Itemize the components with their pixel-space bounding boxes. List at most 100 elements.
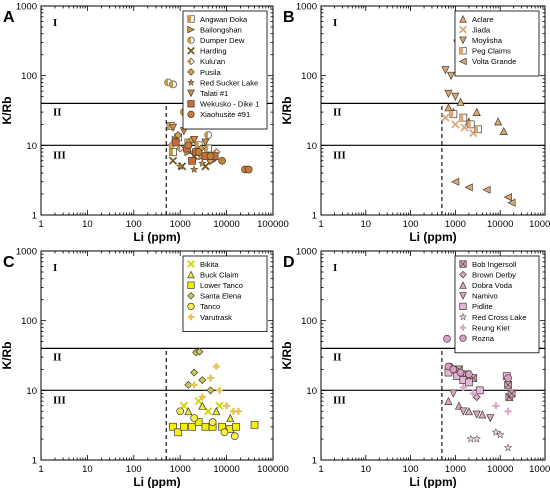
data-point — [450, 111, 454, 118]
region-label: III — [53, 394, 66, 406]
legend-label: Wekusko - Dike 1 — [200, 100, 259, 109]
data-point — [221, 429, 228, 436]
legend-label: Red Sucker Lake — [200, 78, 258, 87]
x-tick-label: 1000 — [445, 219, 466, 230]
panel-letter: A — [3, 9, 15, 26]
y-tick-label: 1 — [32, 456, 37, 467]
x-axis-title: Li (ppm) — [409, 475, 456, 488]
x-tick-label: 100000 — [529, 219, 550, 230]
data-point — [444, 335, 451, 342]
x-axis-title: Li (ppm) — [409, 230, 456, 244]
y-tick-label: 10 — [306, 141, 317, 152]
panel-letter: D — [283, 254, 295, 271]
panel-letter: B — [283, 9, 295, 26]
y-axis-title: K/Rb — [0, 342, 14, 370]
region-label: III — [333, 394, 346, 406]
region-label: III — [53, 149, 66, 161]
legend-marker — [188, 282, 195, 289]
region-label: II — [53, 106, 62, 118]
x-tick-label: 1 — [38, 219, 43, 230]
data-point — [465, 379, 472, 386]
data-point — [450, 366, 457, 373]
panel-letter: C — [3, 254, 15, 271]
y-tick-label: 1 — [312, 211, 317, 222]
y-tick-label: 10 — [306, 386, 317, 397]
x-tick-label: 100000 — [257, 464, 289, 475]
data-point — [185, 142, 192, 149]
data-point — [207, 153, 214, 160]
legend-marker — [188, 16, 191, 23]
y-tick-label: 10 — [26, 141, 37, 152]
y-axis-title: K/Rb — [280, 97, 294, 125]
data-point — [231, 433, 238, 440]
legend-label: Harding — [200, 47, 227, 56]
legend-marker — [188, 101, 195, 108]
y-tick-label: 1000 — [16, 247, 37, 258]
legend-label: Jiada — [472, 25, 491, 34]
y-tick-label: 1 — [312, 456, 317, 467]
data-point — [202, 423, 209, 430]
region-label: II — [333, 351, 342, 363]
legend: Bob IngersollBrown DerbyDobra VodaNamivo… — [455, 256, 539, 353]
legend-label: Volta Grande — [472, 57, 516, 66]
legend-label: Bob Ingersoll — [472, 260, 517, 269]
legend-label: Rozna — [472, 334, 495, 343]
data-point — [189, 423, 196, 430]
legend-label: Pusila — [200, 68, 221, 77]
legend-label: Red Cross Lake — [472, 313, 526, 322]
legend-label: Tanco — [200, 302, 220, 311]
y-tick-label: 100 — [301, 316, 317, 327]
x-axis-title: Li (ppm) — [133, 230, 180, 244]
legend-label: Reung Kiet — [472, 323, 510, 332]
x-tick-label: 100000 — [529, 464, 550, 475]
data-point — [460, 114, 464, 121]
data-point — [465, 371, 472, 378]
legend-marker — [460, 335, 467, 342]
x-tick-label: 1000 — [445, 464, 466, 475]
data-point — [476, 387, 483, 394]
x-tick-label: 10000 — [213, 219, 239, 230]
y-tick-label: 1000 — [16, 2, 37, 13]
y-tick-label: 1000 — [296, 2, 317, 13]
legend-label: Lower Tanco — [200, 281, 243, 290]
x-tick-label: 1000 — [170, 464, 191, 475]
legend-label: Namivo — [472, 292, 498, 301]
data-point — [209, 419, 216, 426]
legend-label: Aclare — [472, 15, 494, 24]
data-point — [245, 166, 252, 173]
data-point — [177, 408, 184, 415]
legend-label: Talati #1 — [200, 89, 228, 98]
data-point — [172, 139, 179, 146]
x-tick-label: 10 — [361, 464, 372, 475]
legend: Angwan DokaBailongshanDumper DewHardingK… — [183, 11, 267, 129]
data-point — [195, 149, 202, 156]
data-point — [180, 423, 187, 430]
data-point — [233, 423, 240, 430]
x-tick-label: 10000 — [487, 464, 513, 475]
x-tick-label: 10 — [82, 219, 93, 230]
y-tick-label: 100 — [21, 71, 37, 82]
x-tick-label: 100 — [403, 219, 419, 230]
legend-label: Bikita — [200, 260, 219, 269]
legend-label: Pidlite — [472, 302, 493, 311]
data-point — [170, 149, 174, 156]
region-label: I — [333, 262, 337, 274]
region-label: II — [333, 106, 342, 118]
region-label: I — [333, 17, 337, 29]
data-point — [505, 375, 512, 382]
x-tick-label: 10 — [82, 464, 93, 475]
data-point — [467, 121, 471, 128]
region-label: III — [333, 149, 346, 161]
x-tick-label: 100000 — [257, 219, 289, 230]
x-tick-label: 1 — [318, 219, 323, 230]
region-label: I — [53, 17, 57, 29]
legend-marker — [460, 48, 463, 55]
x-tick-label: 10000 — [487, 219, 513, 230]
legend-marker — [188, 111, 195, 118]
